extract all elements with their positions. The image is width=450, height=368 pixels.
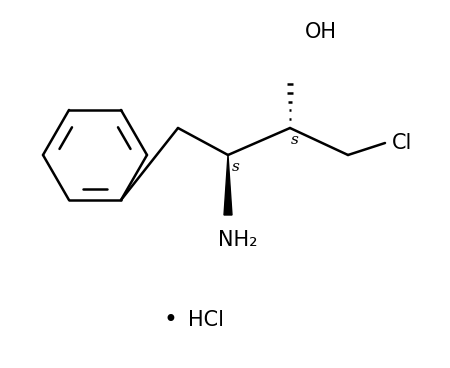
Text: Cl: Cl: [392, 133, 412, 153]
Text: OH: OH: [305, 22, 337, 42]
Text: s: s: [291, 133, 299, 147]
Text: •: •: [163, 308, 177, 332]
Text: s: s: [232, 160, 240, 174]
Text: NH₂: NH₂: [218, 230, 257, 250]
Polygon shape: [224, 155, 232, 215]
Text: HCl: HCl: [188, 310, 224, 330]
